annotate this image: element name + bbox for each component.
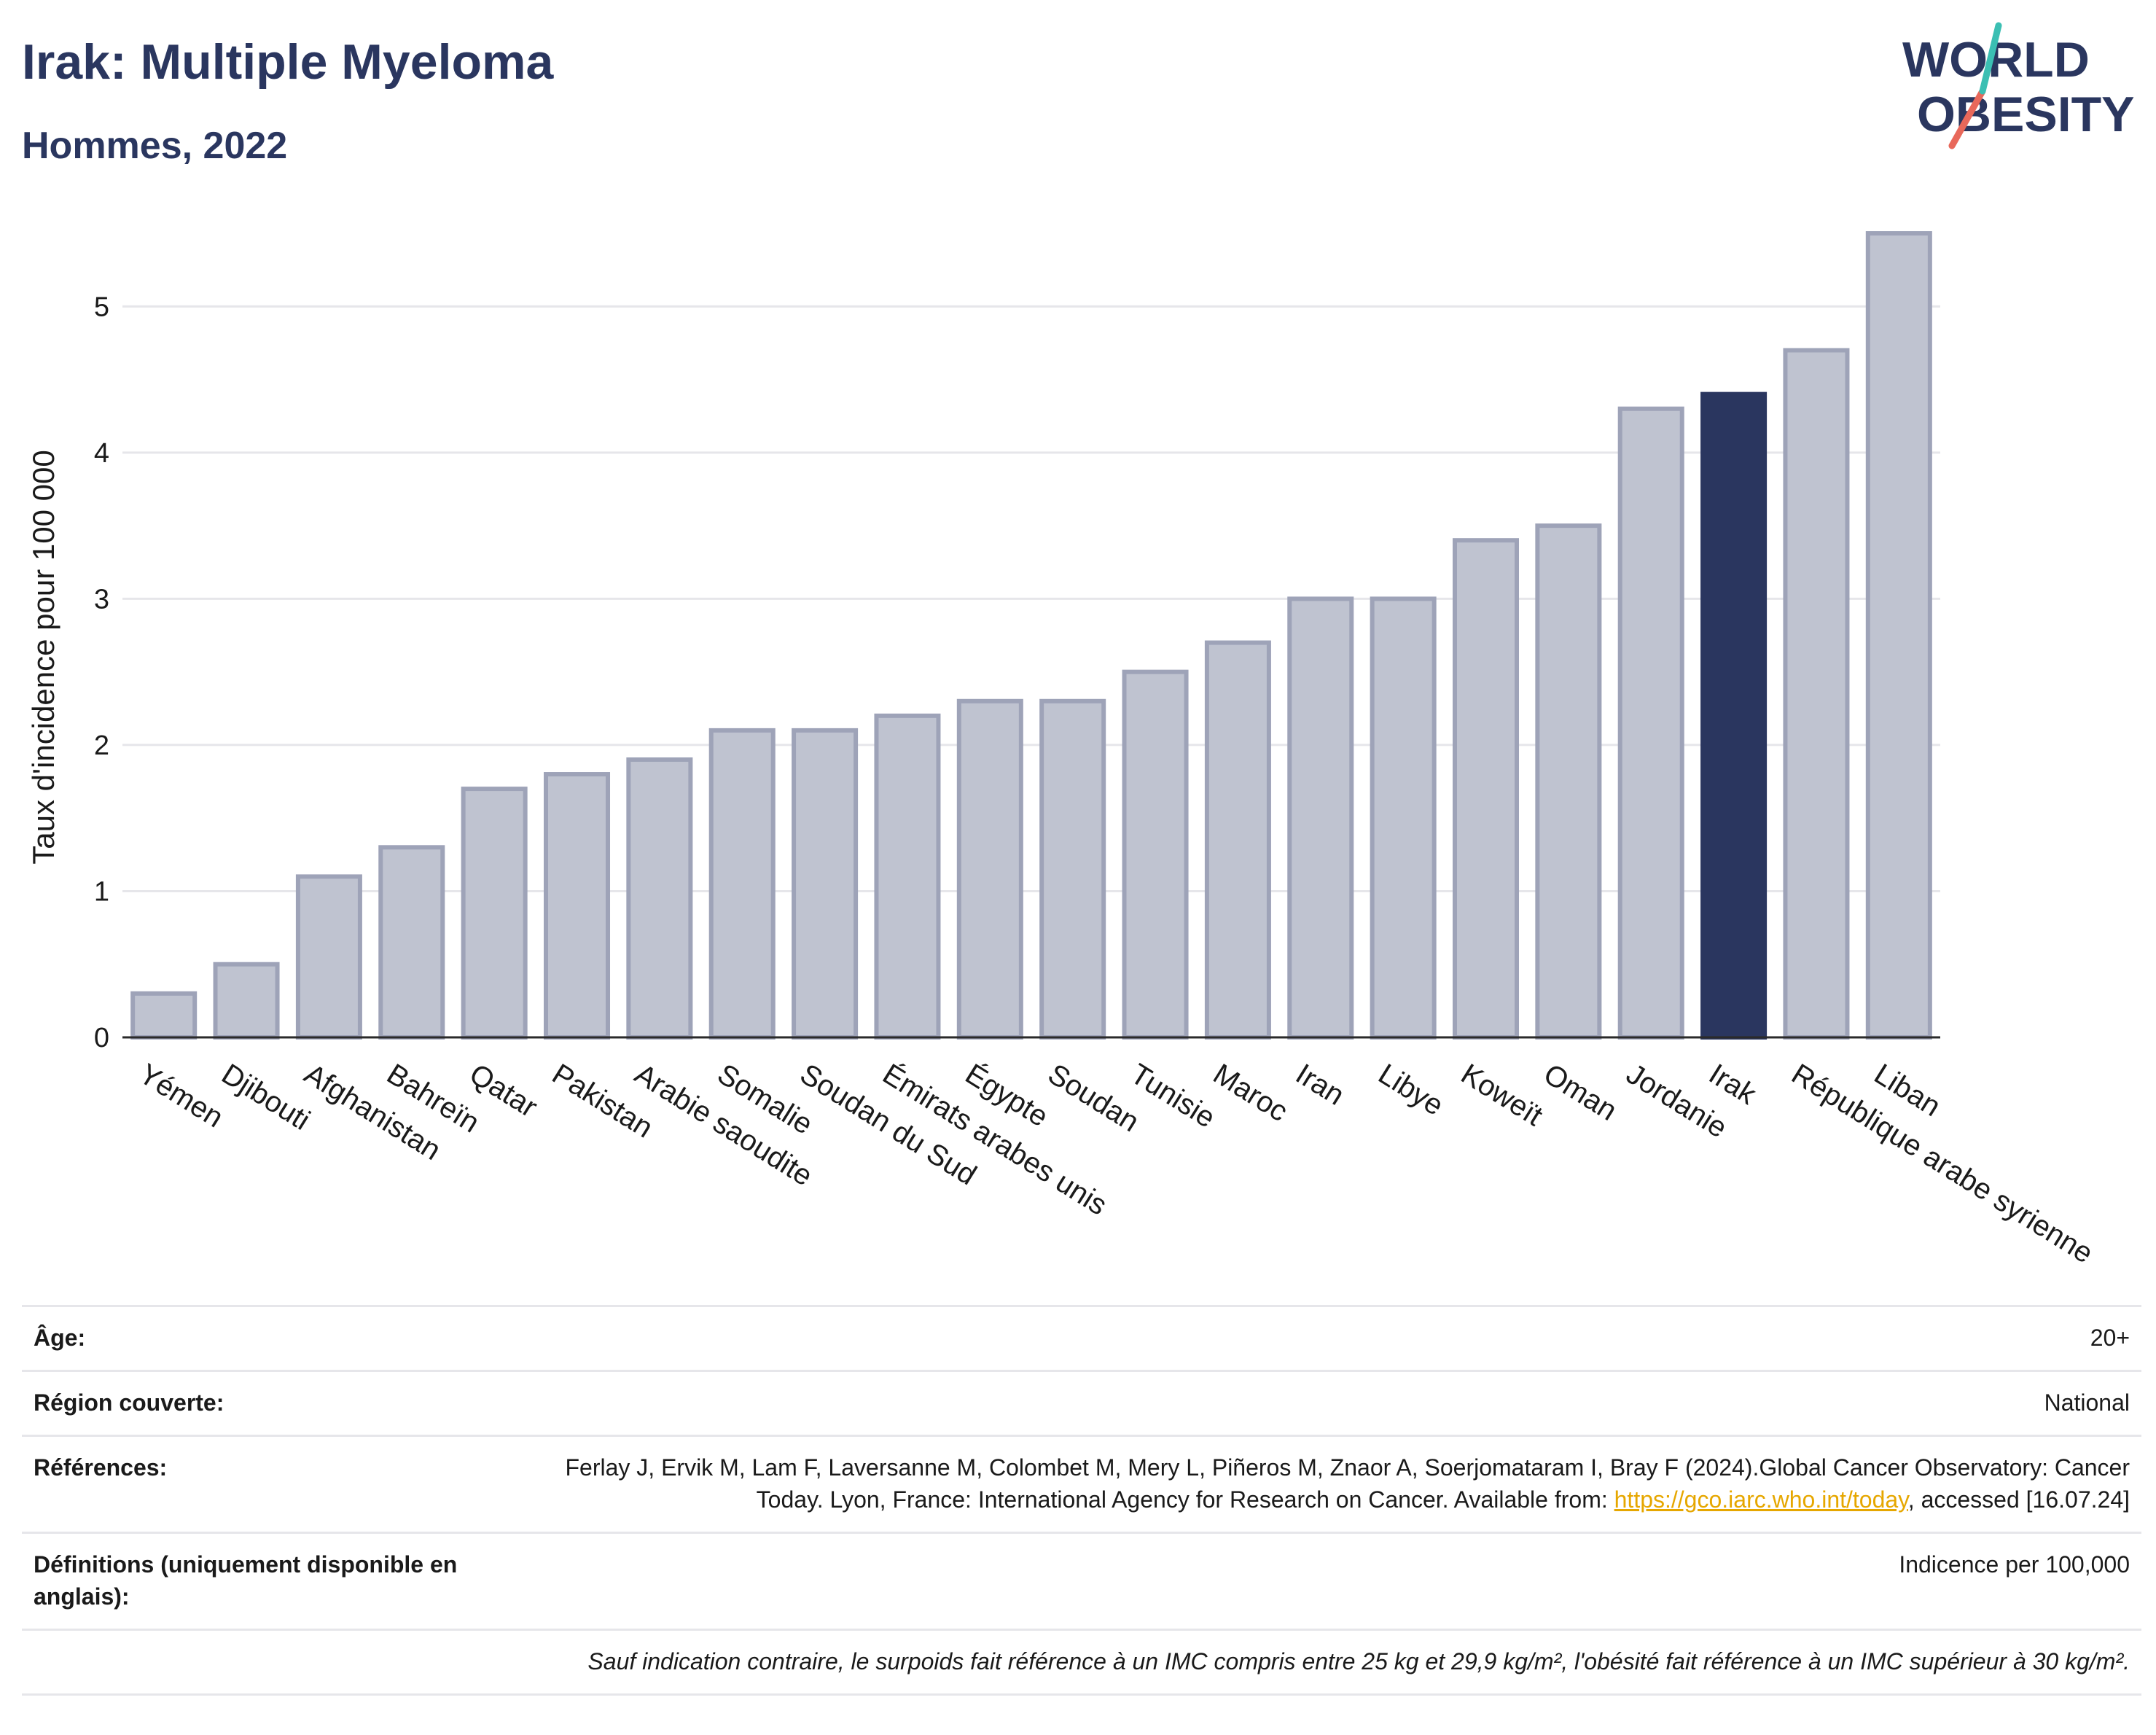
footnote-text: Sauf indication contraire, le surpoids f… xyxy=(587,1648,2130,1674)
references-label: Références: xyxy=(34,1454,168,1481)
bar-highlight[interactable] xyxy=(1700,391,1768,1040)
logo-slash-teal xyxy=(1979,22,2002,95)
x-tick-label: Iran xyxy=(1290,1058,1350,1112)
bar-country[interactable] xyxy=(1865,231,1932,1040)
bar-country[interactable] xyxy=(1204,640,1271,1040)
x-tick-label: Maroc xyxy=(1208,1058,1294,1128)
references-value: Ferlay J, Ervik M, Lam F, Laversanne M, … xyxy=(541,1451,2130,1516)
y-tick-label: 4 xyxy=(94,438,109,469)
bar-country[interactable] xyxy=(1122,669,1189,1040)
x-tick-label: République arabe syrienne xyxy=(1786,1058,2098,1270)
page-subtitle: Hommes, 2022 xyxy=(22,125,288,167)
bar-country[interactable] xyxy=(130,991,198,1040)
x-tick-label: Koweït xyxy=(1456,1058,1548,1132)
region-label: Région couverte: xyxy=(34,1389,224,1416)
age-label: Âge: xyxy=(34,1325,86,1351)
page-title: Irak: Multiple Myeloma xyxy=(22,34,554,90)
bar-country[interactable] xyxy=(213,962,280,1040)
metadata-table: Âge: 20+ Région couverte: National Référ… xyxy=(22,1305,2141,1696)
x-tick-label: Soudan xyxy=(1042,1058,1144,1138)
x-tick-label: Tunisie xyxy=(1125,1058,1220,1134)
bar-country[interactable] xyxy=(1039,698,1106,1040)
y-tick-label: 5 xyxy=(94,292,109,322)
bars xyxy=(130,231,1932,1040)
meta-row-age: Âge: 20+ xyxy=(22,1305,2141,1370)
references-link[interactable]: https://gco.iarc.who.int/today xyxy=(1614,1486,1908,1513)
definitions-label: Définitions (uniquement disponible en an… xyxy=(34,1551,458,1610)
y-tick-label: 2 xyxy=(94,730,109,761)
x-tick-label: Djibouti xyxy=(216,1058,315,1136)
bar-country[interactable] xyxy=(1535,523,1602,1040)
bar-country[interactable] xyxy=(461,787,528,1040)
age-value: 20+ xyxy=(2090,1325,2130,1351)
bar-country[interactable] xyxy=(295,874,362,1040)
bar-chart: 012345YémenDjiboutiAfghanistanBahreïnQat… xyxy=(26,231,2098,1270)
bar-country[interactable] xyxy=(1783,348,1850,1040)
logo-slash-red xyxy=(1948,87,1986,149)
bar-country[interactable] xyxy=(626,757,693,1040)
region-value: National xyxy=(2044,1389,2130,1416)
bar-country[interactable] xyxy=(1287,596,1354,1040)
bar-country[interactable] xyxy=(1370,596,1437,1040)
x-tick-label: Irak xyxy=(1703,1058,1762,1111)
references-suffix: , accessed [16.07.24] xyxy=(1907,1486,2130,1513)
meta-row-footnote: Sauf indication contraire, le surpoids f… xyxy=(22,1629,2141,1696)
meta-row-definitions: Définitions (uniquement disponible en an… xyxy=(22,1532,2141,1629)
y-tick-label: 0 xyxy=(94,1023,109,1053)
y-tick-label: 3 xyxy=(94,584,109,615)
bar-country[interactable] xyxy=(792,728,859,1040)
bar-country[interactable] xyxy=(1617,406,1684,1040)
bar-country[interactable] xyxy=(1452,538,1520,1040)
meta-row-references: Références: Ferlay J, Ervik M, Lam F, La… xyxy=(22,1435,2141,1532)
bar-country[interactable] xyxy=(378,845,445,1040)
x-tick-label: Libye xyxy=(1373,1058,1449,1122)
y-axis-title: Taux d'incidence pour 100 000 xyxy=(26,450,60,864)
references-text: Ferlay J, Ervik M, Lam F, Laversanne M, … xyxy=(565,1454,2130,1513)
definitions-value: Indicence per 100,000 xyxy=(1899,1551,2130,1578)
y-tick-label: 1 xyxy=(94,876,109,907)
meta-row-region: Région couverte: National xyxy=(22,1370,2141,1435)
logo-text-obesity: OBESITY xyxy=(1917,87,2135,142)
bar-country[interactable] xyxy=(543,772,611,1040)
x-tick-label: Oman xyxy=(1538,1058,1622,1127)
bar-country[interactable] xyxy=(708,728,776,1040)
bar-country[interactable] xyxy=(956,698,1023,1040)
bar-country[interactable] xyxy=(874,713,941,1040)
x-tick-label: Yémen xyxy=(133,1058,229,1134)
world-obesity-logo: WORLD OBESITY xyxy=(1902,22,2135,149)
